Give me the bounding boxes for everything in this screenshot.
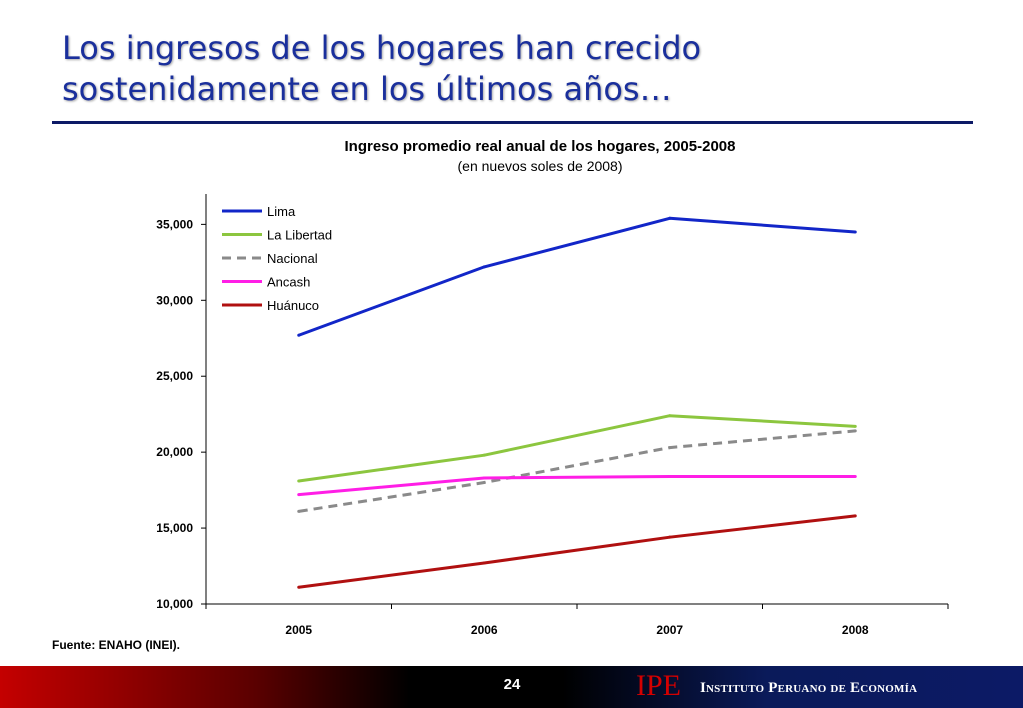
data-point — [297, 333, 301, 337]
legend-label: Huánuco — [267, 298, 319, 313]
x-tick-label: 2005 — [285, 623, 312, 637]
y-tick-label: 20,000 — [156, 445, 193, 459]
data-point — [482, 476, 486, 480]
x-tick-label: 2006 — [471, 623, 498, 637]
chart-title: Ingreso promedio real anual de los hogar… — [344, 138, 736, 155]
source-note: Fuente: ENAHO (INEI). — [52, 638, 180, 652]
data-point — [482, 453, 486, 457]
chart-subtitle: (en nuevos soles de 2008) — [457, 158, 623, 174]
footer-bar: 24 IPE Instituto Peruano de Economía — [0, 666, 1023, 708]
y-tick-label: 35,000 — [156, 217, 193, 231]
data-point — [297, 585, 301, 589]
data-point — [482, 481, 486, 485]
data-point — [853, 429, 857, 433]
logo-mark: IPE — [636, 669, 681, 702]
data-point — [853, 474, 857, 478]
title-divider — [52, 121, 973, 124]
x-tick-label: 2008 — [842, 623, 869, 637]
data-point — [482, 561, 486, 565]
y-tick-label: 15,000 — [156, 521, 193, 535]
series-line-la-libertad — [298, 414, 856, 483]
data-point — [297, 493, 301, 497]
series-line-ancash — [298, 474, 856, 497]
data-point — [668, 474, 672, 478]
x-tick-label: 2007 — [656, 623, 683, 637]
data-point — [668, 446, 672, 450]
legend-label: Lima — [267, 204, 296, 219]
data-point — [853, 230, 857, 234]
y-tick-label: 10,000 — [156, 597, 193, 611]
y-tick-label: 30,000 — [156, 293, 193, 307]
series-line-huánuco — [298, 514, 856, 589]
legend-label: Nacional — [267, 251, 318, 266]
series-line-lima — [298, 216, 856, 337]
data-point — [853, 514, 857, 518]
legend-label: La Libertad — [267, 228, 332, 243]
data-point — [668, 535, 672, 539]
data-point — [482, 265, 486, 269]
slide-title: Los ingresos de los hogares han crecido … — [62, 29, 702, 108]
data-point — [668, 414, 672, 418]
data-point — [297, 509, 301, 513]
legend-label: Ancash — [267, 275, 310, 290]
data-point — [297, 479, 301, 483]
data-point — [853, 424, 857, 428]
page-number: 24 — [503, 676, 521, 693]
logo-name: Instituto Peruano de Economía — [700, 680, 918, 696]
data-point — [668, 216, 672, 220]
y-tick-label: 25,000 — [156, 369, 193, 383]
series-line-nacional — [298, 429, 856, 513]
